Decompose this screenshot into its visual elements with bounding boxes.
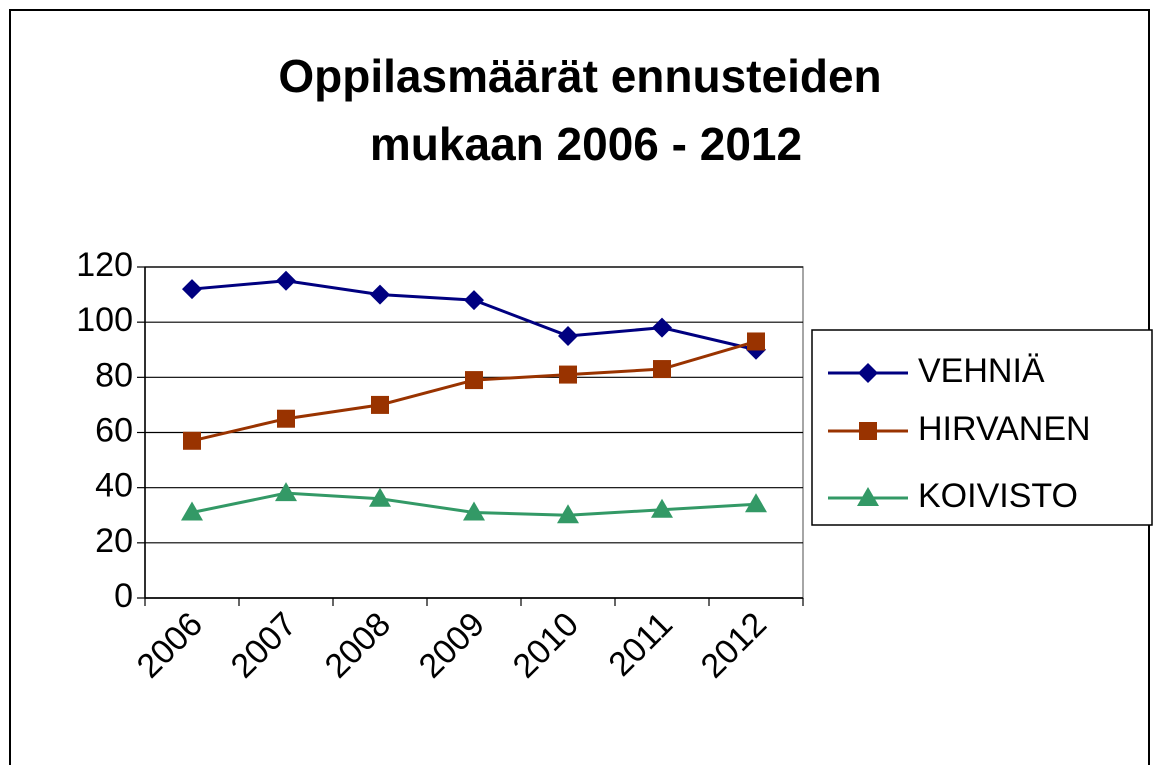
marker-square [559, 365, 577, 384]
legend-label: HIRVANEN [918, 410, 1091, 448]
chart-title: Oppilasmäärät ennusteiden [278, 50, 881, 102]
marker-square [859, 422, 877, 440]
x-tick-label: 2006 [130, 605, 210, 685]
legend-label: KOIVISTO [918, 477, 1078, 515]
chart-title: mukaan 2006 - 2012 [370, 118, 802, 170]
x-tick-label: 2008 [318, 605, 398, 685]
marker-triangle [275, 482, 297, 502]
marker-diamond [558, 325, 578, 346]
marker-triangle [557, 504, 579, 524]
x-tick-label: 2012 [694, 605, 774, 685]
y-tick-label: 20 [95, 522, 133, 560]
y-tick-label: 0 [114, 577, 133, 615]
marker-diamond [276, 270, 296, 291]
x-tick-label: 2010 [506, 605, 586, 685]
marker-square [277, 409, 295, 428]
marker-square [465, 371, 483, 390]
x-tick-label: 2011 [601, 605, 680, 684]
y-tick-label: 100 [76, 301, 133, 339]
marker-diamond [652, 317, 672, 338]
marker-diamond [370, 284, 390, 305]
marker-square [747, 332, 765, 351]
y-tick-label: 80 [95, 356, 133, 394]
x-tick-label: 2007 [224, 605, 304, 685]
marker-square [183, 431, 201, 450]
y-tick-label: 40 [95, 467, 133, 505]
marker-square [653, 360, 671, 379]
marker-diamond [858, 363, 878, 383]
x-tick-label: 2009 [412, 605, 492, 685]
marker-triangle [463, 501, 485, 521]
marker-triangle [181, 501, 203, 521]
marker-diamond [464, 290, 484, 311]
marker-triangle [745, 493, 767, 513]
marker-triangle [857, 487, 879, 506]
marker-triangle [651, 498, 673, 518]
y-tick-label: 60 [95, 411, 133, 449]
marker-square [371, 395, 389, 414]
y-tick-label: 120 [76, 246, 133, 284]
legend-label: VEHNIÄ [918, 352, 1045, 390]
marker-triangle [369, 487, 391, 507]
marker-diamond [182, 279, 202, 300]
